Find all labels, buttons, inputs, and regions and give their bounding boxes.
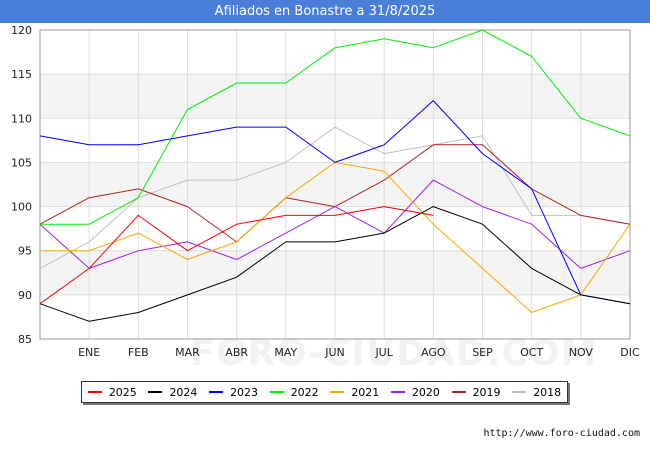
legend-swatch xyxy=(209,391,224,393)
legend-item-2020: 2020 xyxy=(390,385,440,399)
chart-legend: 2025 2024 2023 2022 2021 2020 2019 2018 xyxy=(81,381,568,403)
legend-swatch xyxy=(512,391,527,393)
x-tick-label: DIC xyxy=(620,346,640,359)
x-tick-label: FEB xyxy=(128,346,149,359)
x-tick-label: JUL xyxy=(374,346,393,359)
x-tick-label: ENE xyxy=(78,346,100,359)
series-line-2024 xyxy=(39,206,631,322)
legend-swatch xyxy=(451,391,466,393)
legend-item-2022: 2022 xyxy=(269,385,319,399)
legend-label: 2019 xyxy=(472,385,501,399)
y-tick-label: 85 xyxy=(18,333,32,346)
x-tick-label: MAR xyxy=(175,346,200,359)
y-tick-label: 95 xyxy=(18,245,32,258)
watermark: FORO-CIUDAD.COM xyxy=(190,333,598,374)
legend-label: 2023 xyxy=(230,385,259,399)
legend-label: 2020 xyxy=(411,385,440,399)
legend-label: 2018 xyxy=(533,385,562,399)
y-tick-label: 105 xyxy=(11,156,32,169)
legend-swatch xyxy=(148,391,163,393)
legend-label: 2021 xyxy=(351,385,380,399)
series-line-2023 xyxy=(39,100,631,305)
y-tick-label: 110 xyxy=(11,112,32,125)
legend-label: 2022 xyxy=(290,385,319,399)
legend-item-2024: 2024 xyxy=(148,386,197,399)
x-tick-label: ABR xyxy=(225,346,248,359)
series-line-2022 xyxy=(40,29,631,225)
legend-item-2021: 2021 xyxy=(330,386,379,399)
legend-swatch xyxy=(390,391,405,393)
series-line-2020 xyxy=(39,179,631,269)
legend-swatch xyxy=(87,391,102,393)
x-tick-label: NOV xyxy=(569,346,594,359)
x-tick-label: SEP xyxy=(472,346,493,359)
chart-title: Afiliados en Bonastre a 31/8/2025 xyxy=(0,0,650,23)
legend-swatch xyxy=(330,391,345,393)
legend-item-2019: 2019 xyxy=(451,385,501,399)
legend-item-2018: 2018 xyxy=(512,386,561,399)
legend-swatch xyxy=(269,391,284,393)
x-tick-label: MAY xyxy=(274,346,297,359)
y-tick-label: 115 xyxy=(11,68,32,81)
x-tick-label: AGO xyxy=(421,346,446,359)
legend-label: 2024 xyxy=(169,385,198,399)
y-tick-label: 90 xyxy=(18,289,32,302)
x-tick-label: JUN xyxy=(324,346,345,359)
legend-item-2023: 2023 xyxy=(209,386,258,399)
legend-item-2025: 2025 xyxy=(87,385,137,399)
series-line-2025 xyxy=(39,206,434,305)
y-tick-label: 120 xyxy=(11,24,32,37)
legend-label: 2025 xyxy=(108,385,137,399)
x-tick-label: OCT xyxy=(520,346,543,359)
plot-area xyxy=(39,29,631,340)
source-credit: http://www.foro-ciudad.com xyxy=(483,428,640,439)
y-tick-label: 100 xyxy=(11,201,32,214)
